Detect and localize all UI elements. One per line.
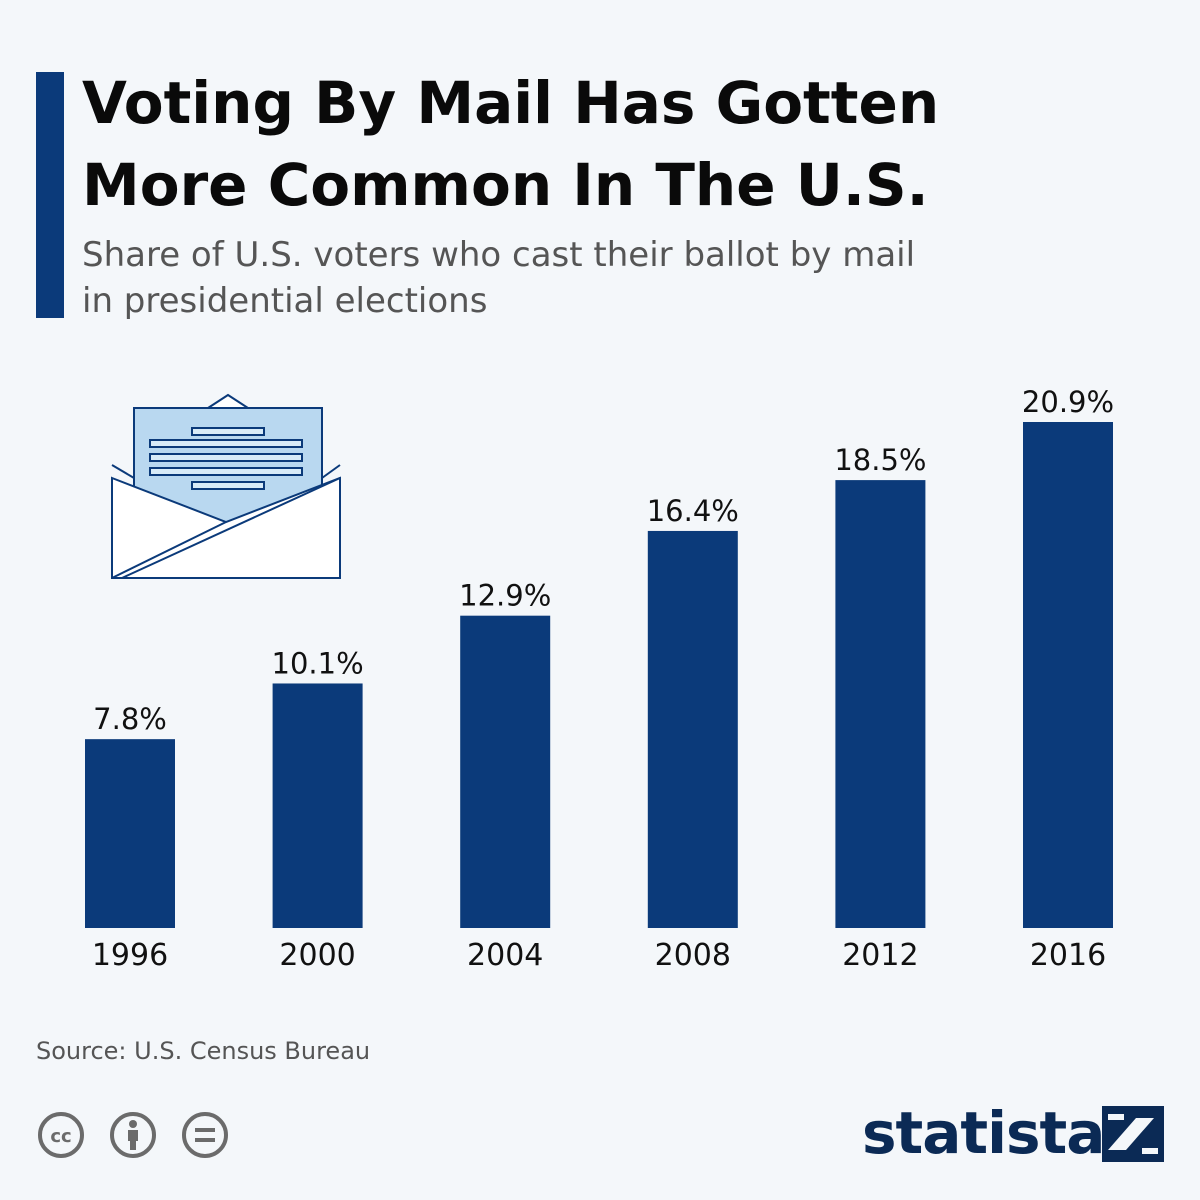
x-tick-label-2004: 2004 <box>467 938 543 973</box>
data-label-2004: 12.9% <box>459 579 551 613</box>
bar-2008 <box>647 530 738 928</box>
attribution-icon[interactable] <box>108 1110 158 1160</box>
bar-2000 <box>272 683 363 928</box>
bar-2016 <box>1023 422 1113 928</box>
x-tick-label-2008: 2008 <box>655 938 731 973</box>
subtitle-line-1: Share of U.S. voters who cast their ball… <box>82 235 916 275</box>
data-label-1996: 7.8% <box>93 702 167 736</box>
bar-2012 <box>835 480 926 928</box>
title-line-2: More Common In The U.S. <box>82 151 929 219</box>
chart-title: Voting By Mail Has Gotten More Common In… <box>82 62 1162 226</box>
bar-1996 <box>85 739 175 928</box>
bar-2004 <box>460 615 551 928</box>
no-derivatives-icon[interactable] <box>180 1110 230 1160</box>
x-tick-label-2016: 2016 <box>1030 938 1106 973</box>
envelope-letter-icon <box>111 393 341 579</box>
x-tick-label-2012: 2012 <box>842 938 918 973</box>
title-accent-bar <box>36 72 64 318</box>
source-note: Source: U.S. Census Bureau <box>36 1037 371 1065</box>
x-tick-label-1996: 1996 <box>92 938 168 973</box>
brand-name: statista <box>862 1099 1105 1167</box>
statista-mark-icon <box>1102 1106 1164 1162</box>
bars: 7.8% 1996 10.1% 2000 12.9% 2004 16.4% 2008 18.5%… <box>85 385 1114 973</box>
license-icons: cc <box>36 1110 246 1162</box>
title-line-1: Voting By Mail Has Gotten <box>82 69 940 137</box>
data-label-2008: 16.4% <box>647 494 739 528</box>
chart-subtitle: Share of U.S. voters who cast their ball… <box>82 232 1082 324</box>
data-label-2000: 10.1% <box>272 646 364 680</box>
subtitle-line-2: in presidential elections <box>82 281 488 321</box>
data-label-2012: 18.5% <box>834 443 926 477</box>
data-label-2016: 20.9% <box>1022 385 1114 419</box>
svg-text:cc: cc <box>50 1126 71 1147</box>
cc-icon[interactable]: cc <box>36 1110 86 1160</box>
x-tick-label-2000: 2000 <box>279 938 355 973</box>
